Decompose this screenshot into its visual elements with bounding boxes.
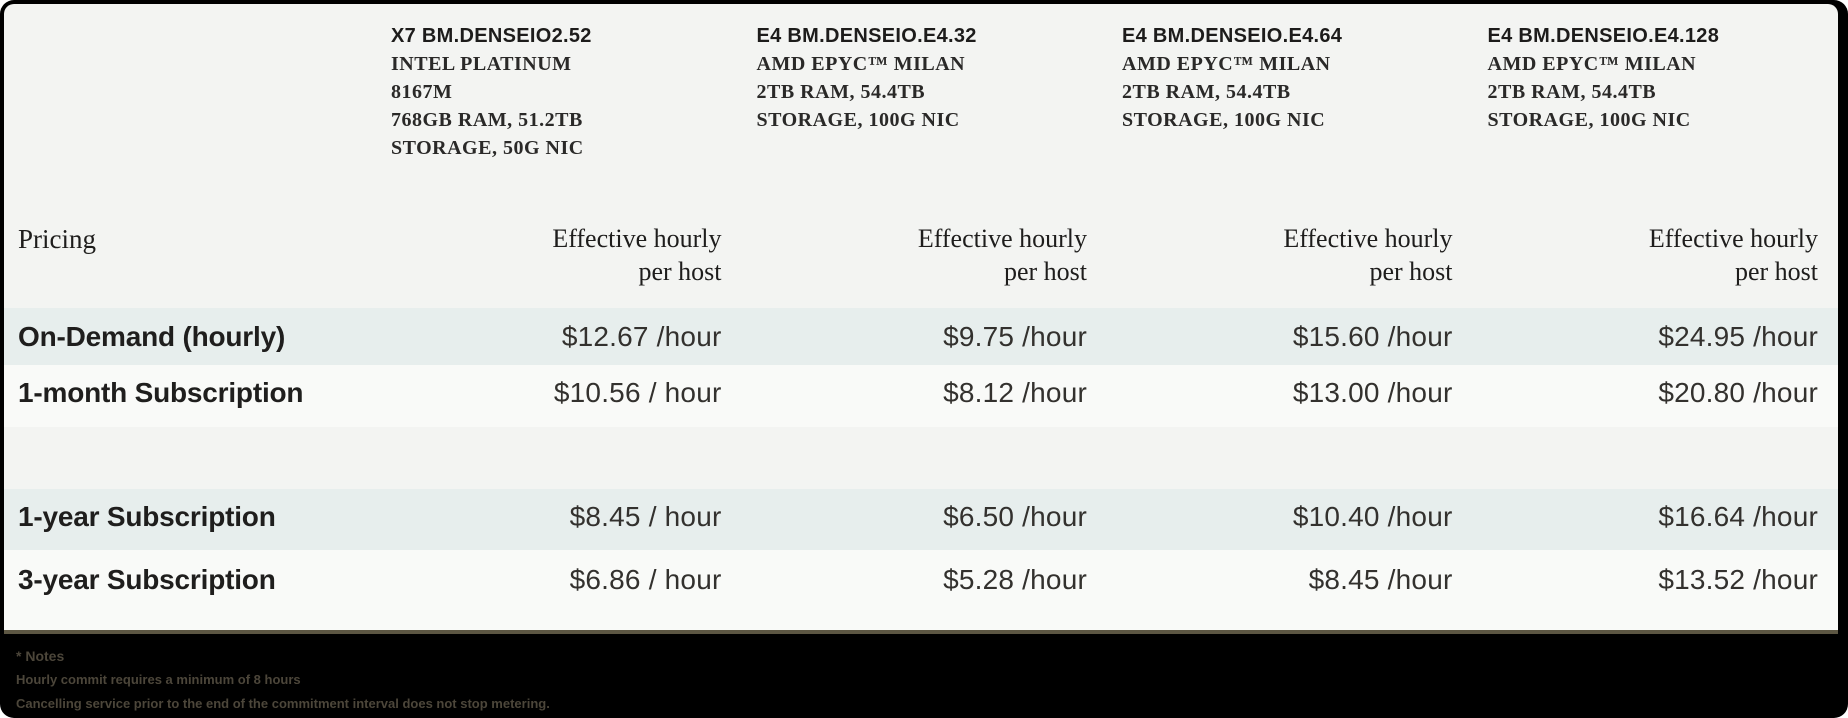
row-label: On-Demand (hourly) (18, 320, 286, 352)
spacer-row (4, 427, 1838, 489)
footnote-line: Cancelling service prior to the end of t… (16, 696, 550, 711)
column-spec-line: STORAGE, 100G NIC (1487, 109, 1691, 131)
price-cell: $24.95 /hour (1658, 320, 1818, 352)
column-spec-line: 2TB RAM, 54.4TB (756, 81, 926, 103)
effective-hourly-line1: Effective hourly (917, 224, 1087, 253)
column-spec-line: STORAGE, 100G NIC (756, 109, 960, 131)
price-cell: $10.56 / hour (553, 377, 722, 408)
price-cell: $8.45 / hour (569, 501, 722, 532)
price-cell: $5.28 /hour (943, 564, 1087, 595)
column-title: X7 BM.DENSEIO2.52 (391, 25, 592, 47)
column-spec-line: INTEL PLATINUM (391, 53, 572, 75)
column-header-e4-denseio-e4-128: E4 BM.DENSEIO.E4.128 AMD EPYC™ MILAN 2TB… (1473, 4, 1839, 210)
column-spec-line: AMD EPYC™ MILAN (1122, 53, 1331, 75)
footnotes: * Notes Hourly commit requires a minimum… (16, 648, 550, 718)
column-title: E4 BM.DENSEIO.E4.64 (1122, 25, 1343, 47)
table-row: On-Demand (hourly) $12.67 /hour $9.75 /h… (4, 308, 1838, 365)
column-spec-line: STORAGE, 100G NIC (1122, 109, 1326, 131)
column-spec-line: 8167M (391, 81, 453, 103)
price-cell: $9.75 /hour (943, 320, 1087, 352)
effective-hourly-header: Effective hourly per host (1473, 210, 1839, 308)
effective-hourly-line1: Effective hourly (1283, 224, 1453, 253)
footnotes-title: * Notes (16, 648, 65, 664)
table-row: 1-year Subscription $8.45 / hour $6.50 /… (4, 489, 1838, 550)
row-label: 1-year Subscription (18, 501, 276, 532)
price-cell: $6.50 /hour (943, 501, 1087, 532)
price-cell: $13.52 /hour (1658, 564, 1818, 595)
effective-hourly-line2: per host (1369, 257, 1453, 286)
column-spec-line: 2TB RAM, 54.4TB (1487, 81, 1657, 103)
price-cell: $15.60 /hour (1292, 320, 1453, 352)
spec-header-spacer (4, 4, 376, 210)
column-header-e4-denseio-e4-32: E4 BM.DENSEIO.E4.32 AMD EPYC™ MILAN 2TB … (742, 4, 1108, 210)
table-row: 3-year Subscription $6.86 / hour $5.28 /… (4, 550, 1838, 630)
column-spec-line: STORAGE, 50G NIC (391, 137, 584, 159)
price-cell: $13.00 /hour (1292, 377, 1453, 408)
effective-hourly-line2: per host (638, 257, 722, 286)
price-cell: $6.86 / hour (569, 564, 722, 595)
row-label: 3-year Subscription (18, 564, 276, 595)
effective-hourly-header: Effective hourly per host (1107, 210, 1473, 308)
column-spec-line: 2TB RAM, 54.4TB (1122, 81, 1291, 103)
column-header-e4-denseio-e4-64: E4 BM.DENSEIO.E4.64 AMD EPYC™ MILAN 2TB … (1107, 4, 1473, 210)
price-cell: $8.45 /hour (1308, 564, 1453, 595)
effective-hourly-line2: per host (1734, 257, 1818, 286)
spec-header-row: X7 BM.DENSEIO2.52 INTEL PLATINUM 8167M 7… (4, 4, 1838, 210)
price-cell: $12.67 /hour (561, 320, 722, 352)
price-cell: $16.64 /hour (1658, 501, 1818, 532)
effective-hourly-line1: Effective hourly (552, 224, 722, 253)
table-row: 1-month Subscription $10.56 / hour $8.12… (4, 365, 1838, 427)
effective-hourly-header: Effective hourly per host (376, 210, 742, 308)
column-header-x7-denseio2-52: X7 BM.DENSEIO2.52 INTEL PLATINUM 8167M 7… (376, 4, 742, 210)
price-cell: $8.12 /hour (943, 377, 1087, 408)
column-title: E4 BM.DENSEIO.E4.32 (756, 25, 977, 47)
footnote-line: Hourly commit requires a minimum of 8 ho… (16, 672, 301, 687)
column-title: E4 BM.DENSEIO.E4.128 (1487, 25, 1720, 47)
effective-hourly-header: Effective hourly per host (742, 210, 1108, 308)
pricing-table-card: X7 BM.DENSEIO2.52 INTEL PLATINUM 8167M 7… (4, 4, 1838, 634)
column-spec-line: AMD EPYC™ MILAN (1487, 53, 1697, 75)
column-spec-line: 768GB RAM, 51.2TB (391, 109, 583, 131)
price-cell: $20.80 /hour (1658, 377, 1818, 408)
effective-hourly-line1: Effective hourly (1648, 224, 1818, 253)
row-label: 1-month Subscription (18, 377, 304, 408)
effective-hourly-line2: per host (1003, 257, 1087, 286)
pricing-header-label: Pricing (18, 224, 96, 254)
column-spec-line: AMD EPYC™ MILAN (756, 53, 966, 75)
price-cell: $10.40 /hour (1292, 501, 1453, 532)
pricing-header-row: Pricing Effective hourly per host Effect… (4, 210, 1838, 308)
